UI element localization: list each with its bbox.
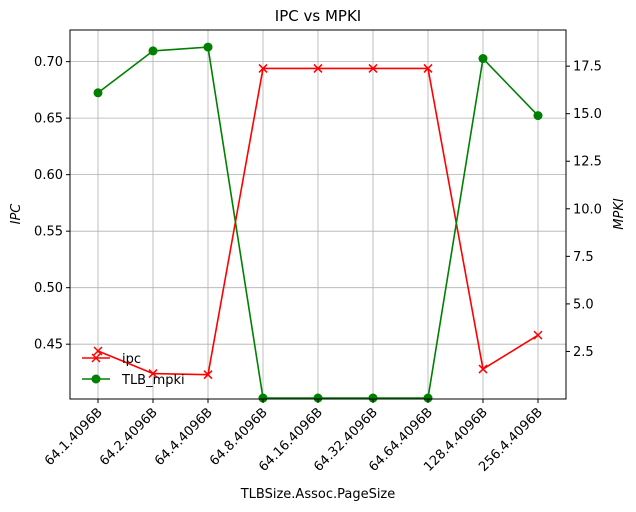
legend: ipc TLB_mpki: [82, 352, 185, 388]
series-layer: [93, 42, 543, 403]
ipc-point-marker: [368, 63, 378, 73]
legend-mpki-label: TLB_mpki: [121, 373, 185, 388]
tlb-mpki-point-marker: [148, 46, 158, 56]
y-right-tick-label: 2.5: [573, 345, 594, 360]
ipc-point-marker: [148, 369, 158, 379]
y-right-tick-label: 5.0: [573, 297, 594, 312]
y-left-tick-label: 0.60: [34, 168, 63, 183]
ipc-point-marker: [478, 364, 488, 374]
ipc-point-marker: [313, 63, 323, 73]
ipc-point-marker: [258, 63, 268, 73]
y-right-tick-label: 12.5: [573, 155, 602, 170]
y-left-tick-label: 0.65: [34, 112, 63, 127]
y-right-tick-label: 7.5: [573, 250, 594, 265]
y-right-tick-label: 10.0: [573, 202, 602, 217]
grid: [70, 30, 566, 399]
y-left-tick-label: 0.70: [34, 55, 63, 70]
y-left-tick-label: 0.50: [34, 281, 63, 296]
y-left-tick-label: 0.45: [34, 338, 63, 353]
tlb-mpki-point-marker: [258, 393, 268, 403]
ipc-point-marker: [423, 63, 433, 73]
legend-mpki-circle-marker: [91, 374, 101, 384]
tlb-mpki-point-marker: [93, 88, 103, 98]
y-left-tick-label: 0.55: [34, 225, 63, 240]
x-axis-label: TLBSize.Assoc.PageSize: [240, 487, 396, 502]
ipc-point-marker: [203, 370, 213, 380]
tlb-mpki-point-marker: [313, 393, 323, 403]
tlb-mpki-point-marker: [203, 42, 213, 52]
ipc-point-marker: [533, 330, 543, 340]
y-right-tick-label: 15.0: [573, 107, 602, 122]
y-axis-label-right: MPKI: [612, 198, 627, 230]
tlb-mpki-point-marker: [423, 393, 433, 403]
legend-ipc-label: ipc: [122, 352, 141, 367]
chart-title: IPC vs MPKI: [275, 7, 361, 25]
ipc-point-marker: [93, 346, 103, 356]
legend-ipc-x-marker: [91, 353, 101, 363]
y-axis-label-left: IPC: [9, 203, 24, 225]
tlb-mpki-point-marker: [478, 54, 488, 64]
tlb-mpki-point-marker: [368, 393, 378, 403]
tlb-mpki-point-marker: [533, 111, 543, 121]
y-right-tick-label: 17.5: [573, 60, 602, 75]
